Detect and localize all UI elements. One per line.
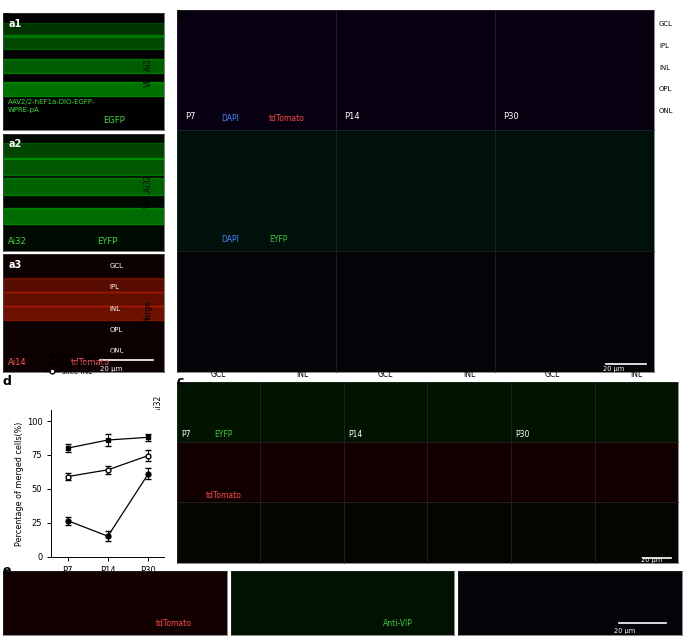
Text: IPL: IPL [110, 284, 120, 291]
Legend: wholemount GCL, wholemount INL, slice INL: wholemount GCL, wholemount INL, slice IN… [46, 352, 123, 375]
Bar [3, 82, 164, 96]
Text: tdTomato: tdTomato [155, 619, 192, 628]
Text: tdTomato: tdTomato [206, 490, 242, 500]
Text: a: a [2, 10, 10, 22]
Bar [3, 24, 164, 38]
Bar [3, 35, 164, 49]
Text: VIP::Ai14: VIP::Ai14 [144, 53, 153, 87]
Text: Ai14: Ai14 [8, 358, 27, 367]
Text: EYFP: EYFP [269, 235, 288, 244]
Bar [3, 178, 164, 195]
Bar [3, 292, 164, 306]
Text: a3: a3 [8, 260, 21, 270]
Text: GCL: GCL [378, 370, 393, 379]
Text: 20 μm: 20 μm [640, 557, 662, 563]
Bar [3, 59, 164, 73]
Text: 20 μm: 20 μm [100, 366, 123, 372]
Text: INL: INL [463, 370, 475, 379]
Text: INL: INL [630, 370, 643, 379]
Text: Merge: Merge [154, 521, 163, 544]
Text: 20 μm: 20 μm [603, 366, 625, 372]
Text: AAV2/2-hEF1a-DIO-EGFP-
WPRE-pA: AAV2/2-hEF1a-DIO-EGFP- WPRE-pA [8, 99, 96, 113]
Text: c: c [177, 375, 184, 388]
Text: Merge: Merge [144, 300, 153, 324]
Text: ONL: ONL [110, 348, 124, 354]
Text: VIP::Ai32: VIP::Ai32 [154, 395, 163, 429]
Text: DAPI: DAPI [221, 114, 239, 123]
Text: P30: P30 [503, 112, 519, 121]
Text: 20 μm: 20 μm [614, 628, 636, 634]
Text: P30: P30 [515, 430, 530, 439]
Text: GCL: GCL [659, 21, 673, 27]
X-axis label: Postnatal day: Postnatal day [79, 580, 136, 589]
Text: DAPI: DAPI [221, 235, 239, 244]
Text: EGFP: EGFP [103, 116, 125, 125]
Text: INL: INL [296, 370, 308, 379]
Text: EYFP: EYFP [97, 237, 117, 246]
Text: P14: P14 [348, 430, 362, 439]
Bar [3, 306, 164, 321]
Text: b: b [177, 10, 186, 22]
Text: Ai32: Ai32 [8, 237, 27, 246]
Text: P7: P7 [181, 430, 190, 439]
Text: P14: P14 [344, 112, 360, 121]
Text: e: e [2, 564, 10, 577]
Text: INL: INL [110, 305, 121, 312]
Text: IPL: IPL [659, 43, 669, 49]
Text: d: d [2, 375, 11, 388]
Bar [3, 208, 164, 224]
Text: VIP::Ai32: VIP::Ai32 [144, 174, 153, 208]
Text: GCL: GCL [545, 370, 560, 379]
Y-axis label: Percentage of merged cells(%): Percentage of merged cells(%) [15, 421, 24, 546]
Text: a1: a1 [8, 18, 21, 29]
Text: Anti-VIP: Anti-VIP [383, 619, 412, 628]
Text: GCL: GCL [211, 370, 226, 379]
Text: tdTomato: tdTomato [269, 114, 305, 123]
Text: OPL: OPL [110, 327, 123, 333]
Text: ONL: ONL [659, 108, 673, 114]
Text: EYFP: EYFP [214, 430, 233, 439]
Text: OPL: OPL [659, 86, 672, 92]
Text: P7: P7 [185, 112, 195, 121]
Text: a2: a2 [8, 139, 21, 149]
Bar [3, 278, 164, 292]
Text: VIP::Ai14: VIP::Ai14 [154, 455, 163, 489]
Text: tdTomato: tdTomato [71, 358, 110, 367]
Bar [3, 158, 164, 175]
Text: INL: INL [659, 64, 670, 71]
Text: GCL: GCL [110, 263, 124, 269]
Bar [3, 143, 164, 160]
